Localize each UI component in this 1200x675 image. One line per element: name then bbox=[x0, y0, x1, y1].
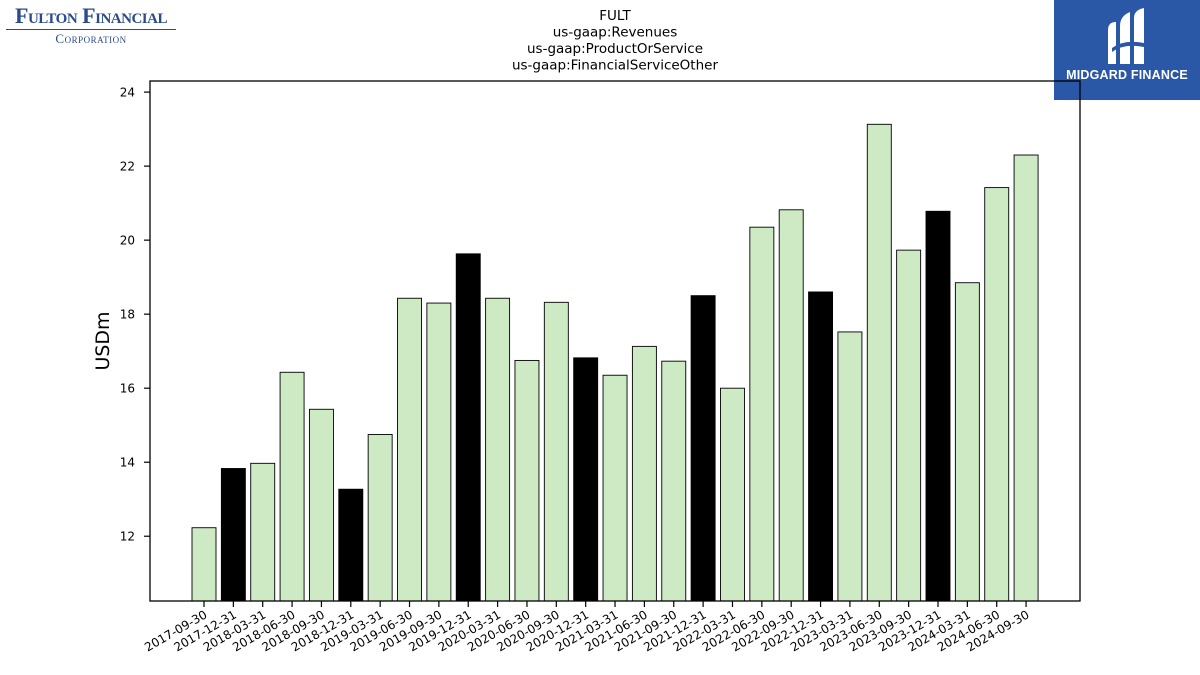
bar bbox=[602, 374, 628, 602]
logo-left-line1: Fulton Financial bbox=[15, 3, 167, 28]
y-tick-label: 16 bbox=[120, 382, 135, 396]
y-tick-label: 18 bbox=[120, 308, 135, 322]
y-tick-label: 20 bbox=[120, 234, 135, 248]
bar bbox=[367, 434, 393, 602]
y-tick-label: 22 bbox=[120, 160, 135, 174]
chart-title-line: FULT bbox=[599, 8, 631, 24]
bar bbox=[749, 226, 775, 602]
y-tick-label: 24 bbox=[120, 86, 135, 100]
plot-frame bbox=[149, 80, 1081, 602]
bar bbox=[573, 357, 599, 602]
bar bbox=[808, 291, 834, 602]
midgard-finance-logo: MIDGARD FINANCE bbox=[1054, 0, 1200, 100]
x-axis: 2017-09-302017-12-312018-03-312018-06-30… bbox=[142, 601, 1032, 654]
bar bbox=[191, 527, 217, 602]
logo-left-rule bbox=[6, 29, 176, 30]
bar bbox=[984, 187, 1010, 602]
y-axis-label-group: USDm bbox=[92, 311, 114, 370]
y-axis: 12 14 16 18 20 22 24 bbox=[120, 86, 150, 544]
bar bbox=[925, 210, 951, 602]
bar bbox=[690, 295, 716, 602]
bar bbox=[397, 297, 422, 602]
bar bbox=[338, 488, 364, 602]
bar bbox=[661, 360, 687, 602]
bar bbox=[485, 297, 511, 602]
midgard-brand-text: MIDGARD FINANCE bbox=[1066, 68, 1188, 82]
bar bbox=[279, 371, 305, 602]
fulton-financial-logo: Fulton Financial Corporation bbox=[6, 4, 176, 46]
chart-title: FULTus-gaap:Revenuesus-gaap:ProductOrSer… bbox=[512, 8, 718, 74]
midgard-logo-icon bbox=[1108, 8, 1148, 64]
bar bbox=[308, 408, 334, 602]
bar bbox=[837, 331, 863, 602]
logo-left-line2: Corporation bbox=[55, 31, 127, 46]
y-axis-label: USDm bbox=[92, 311, 114, 370]
bar bbox=[220, 468, 246, 602]
bar bbox=[1013, 154, 1039, 602]
bars bbox=[191, 123, 1039, 602]
chart-title-line: us-gaap:Revenues bbox=[553, 25, 678, 41]
bar bbox=[778, 209, 804, 602]
bar bbox=[426, 302, 452, 602]
bar bbox=[455, 253, 481, 602]
bar bbox=[954, 282, 980, 602]
bar bbox=[631, 345, 657, 602]
bar bbox=[866, 123, 892, 602]
y-tick-label: 12 bbox=[120, 530, 135, 544]
bar bbox=[250, 462, 276, 602]
bar bbox=[720, 387, 745, 602]
y-tick-label: 14 bbox=[120, 456, 135, 470]
bar bbox=[514, 359, 540, 602]
bar bbox=[896, 249, 922, 602]
bar bbox=[543, 301, 569, 602]
chart-title-line: us-gaap:FinancialServiceOther bbox=[512, 58, 718, 74]
chart-title-line: us-gaap:ProductOrService bbox=[527, 41, 703, 57]
